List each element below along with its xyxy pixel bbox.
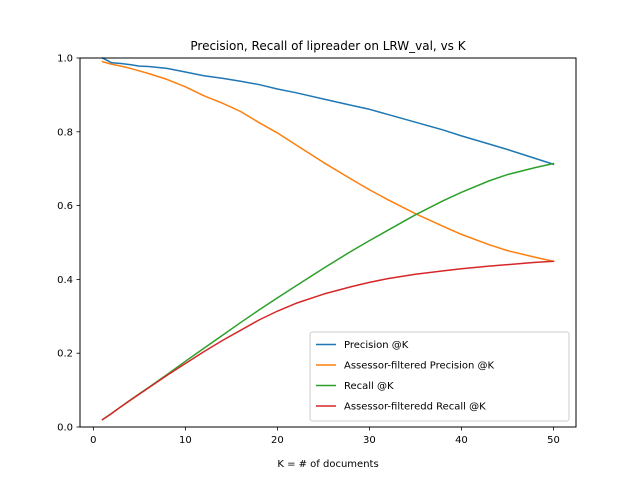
legend-box <box>309 331 570 422</box>
series-line-1 <box>101 56 555 166</box>
y-tick-label: 0.4 <box>57 275 73 286</box>
series-line-4 <box>101 260 555 421</box>
legend-label-1: Precision @K <box>344 340 409 351</box>
y-tick-label: 0.8 <box>57 127 73 138</box>
y-tick-label: 1.0 <box>57 54 73 65</box>
plot-lines <box>101 56 555 421</box>
x-tick-label: 50 <box>547 435 560 446</box>
y-axis-ticks: 0.0 0.2 0.4 0.6 0.8 1.0 <box>57 54 80 434</box>
series-line-2 <box>101 60 555 263</box>
x-tick-label: 40 <box>455 435 468 446</box>
x-axis-ticks: 0 10 20 30 40 50 <box>90 427 560 446</box>
plot-area-frame <box>79 57 577 428</box>
legend-label-2: Assessor-filtered Precision @K <box>344 361 495 372</box>
y-tick-label: 0.0 <box>57 423 73 434</box>
x-tick-label: 20 <box>271 435 284 446</box>
legend-label-3: Recall @K <box>344 381 394 392</box>
legend-label-4: Assessor-filteredd Recall @K <box>344 402 486 413</box>
y-tick-label: 0.6 <box>57 201 73 212</box>
x-axis-label: K = # of documents <box>277 459 378 470</box>
x-tick-label: 10 <box>179 435 192 446</box>
x-tick-label: 0 <box>90 435 96 446</box>
chart-title: Precision, Recall of lipreader on LRW_va… <box>190 39 466 53</box>
y-tick-label: 0.2 <box>57 349 73 360</box>
x-tick-label: 30 <box>363 435 376 446</box>
legend: Precision @K Assessor-filtered Precision … <box>309 331 570 422</box>
